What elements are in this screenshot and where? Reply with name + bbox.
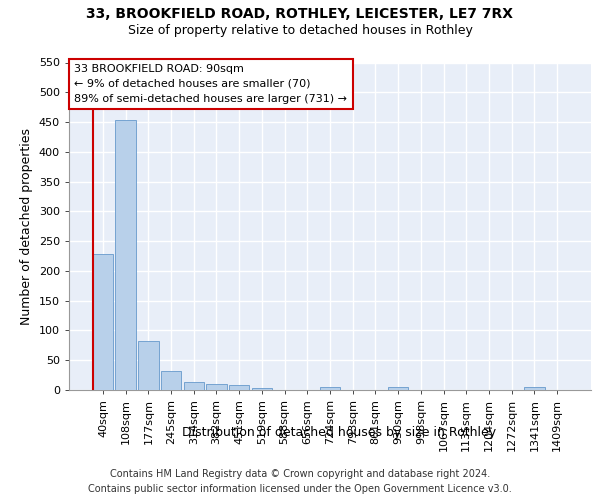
Text: Size of property relative to detached houses in Rothley: Size of property relative to detached ho…	[128, 24, 472, 37]
Text: Contains HM Land Registry data © Crown copyright and database right 2024.: Contains HM Land Registry data © Crown c…	[110, 469, 490, 479]
Text: 33, BROOKFIELD ROAD, ROTHLEY, LEICESTER, LE7 7RX: 33, BROOKFIELD ROAD, ROTHLEY, LEICESTER,…	[86, 8, 514, 22]
Bar	[184, 382, 204, 390]
Bar	[206, 384, 227, 390]
Bar	[229, 385, 250, 390]
Bar	[388, 387, 409, 390]
Text: Distribution of detached houses by size in Rothley: Distribution of detached houses by size …	[182, 426, 496, 439]
Text: 33 BROOKFIELD ROAD: 90sqm
← 9% of detached houses are smaller (70)
89% of semi-d: 33 BROOKFIELD ROAD: 90sqm ← 9% of detach…	[74, 64, 347, 104]
Bar	[251, 388, 272, 390]
Bar	[161, 371, 181, 390]
Bar	[93, 254, 113, 390]
Bar	[115, 120, 136, 390]
Y-axis label: Number of detached properties: Number of detached properties	[20, 128, 33, 325]
Bar	[320, 387, 340, 390]
Bar	[138, 340, 158, 390]
Text: Contains public sector information licensed under the Open Government Licence v3: Contains public sector information licen…	[88, 484, 512, 494]
Bar	[524, 387, 545, 390]
